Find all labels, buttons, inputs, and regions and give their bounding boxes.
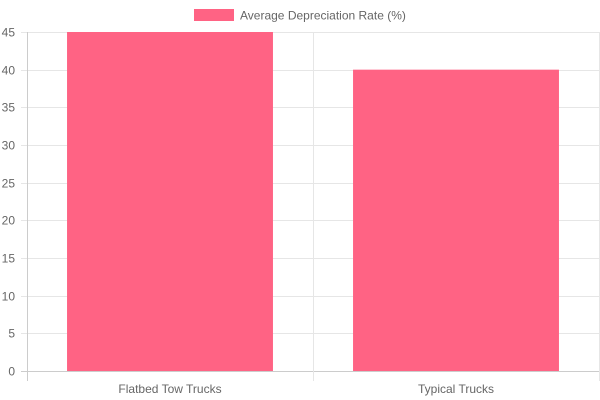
y-tick-label: 35 xyxy=(2,101,16,115)
bars xyxy=(67,32,559,372)
y-tick-label: 45 xyxy=(2,26,16,40)
y-tick-label: 30 xyxy=(2,139,16,153)
y-axis-ticks: 0 5 10 15 20 25 30 35 40 45 xyxy=(2,26,16,379)
y-tick-label: 10 xyxy=(2,290,16,304)
bar xyxy=(353,69,559,372)
y-tick-label: 0 xyxy=(8,365,15,379)
y-tick-label: 25 xyxy=(2,177,16,191)
x-axis-ticks: Flatbed Tow Trucks Typical Trucks xyxy=(118,382,494,396)
bar xyxy=(67,32,273,371)
y-tick-label: 15 xyxy=(2,252,16,266)
y-tick-label: 5 xyxy=(8,327,15,341)
x-tick-label: Typical Trucks xyxy=(418,382,494,396)
y-tick-label: 40 xyxy=(2,64,16,78)
legend-swatch[interactable] xyxy=(194,9,234,21)
x-tick-label: Flatbed Tow Trucks xyxy=(118,382,221,396)
legend[interactable]: Average Depreciation Rate (%) xyxy=(194,9,406,23)
y-tick-label: 20 xyxy=(2,214,16,228)
legend-label[interactable]: Average Depreciation Rate (%) xyxy=(240,9,406,23)
